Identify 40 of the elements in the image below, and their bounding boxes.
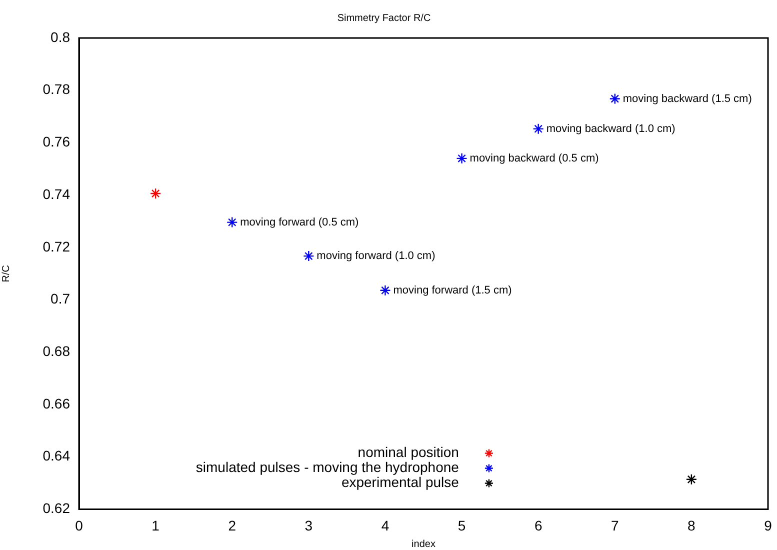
point [303,250,314,262]
point [532,123,544,134]
y-tick-label: 0.7 [50,290,70,307]
annotation: moving backward (1.5 cm) [622,92,752,105]
y-tick-label: 0.68 [42,342,70,359]
x-tick-label: 9 [764,517,772,534]
x-tick-label: 5 [458,517,466,534]
annotation: moving backward (1.0 cm) [546,122,676,135]
x-tick-label: 1 [152,517,160,534]
x-tick-label: 4 [381,517,390,534]
x-tick-label: 0 [75,517,84,534]
y-tick-label: 0.62 [42,500,70,516]
y-tick-label: 0.72 [42,238,70,254]
y-tick-label: 0.74 [42,186,70,202]
annotation: moving backward (0.5 cm) [470,152,599,164]
legend-label: experimental pulse [341,474,460,490]
point [150,188,162,200]
chart-title: Simmetry Factor R/C [337,12,431,24]
y-tick-label: 0.78 [42,81,70,98]
legend-label: simulated pulses - moving the hydrophone [196,459,460,476]
y-axis-title: R/C [0,264,12,282]
y-tick-label: 0.76 [42,134,70,150]
legend-label: nominal position [358,444,459,460]
point [456,152,468,164]
y-tick-label: 0.8 [50,28,70,45]
x-tick-label: 8 [688,517,696,534]
x-axis-title: index [412,538,436,550]
x-tick-label: 2 [228,517,236,534]
point [380,284,391,296]
annotation: moving forward (1.5 cm) [393,284,512,296]
point [226,216,238,228]
annotation: moving forward (1.0 cm) [316,250,436,262]
y-tick-label: 0.64 [42,448,70,464]
x-tick-label: 3 [304,517,313,534]
x-tick-label: 6 [534,517,542,534]
annotation: moving forward (0.5 cm) [240,216,359,228]
y-tick-label: 0.66 [42,395,70,412]
point [609,93,620,104]
x-tick-label: 7 [610,517,619,534]
point [686,474,698,485]
